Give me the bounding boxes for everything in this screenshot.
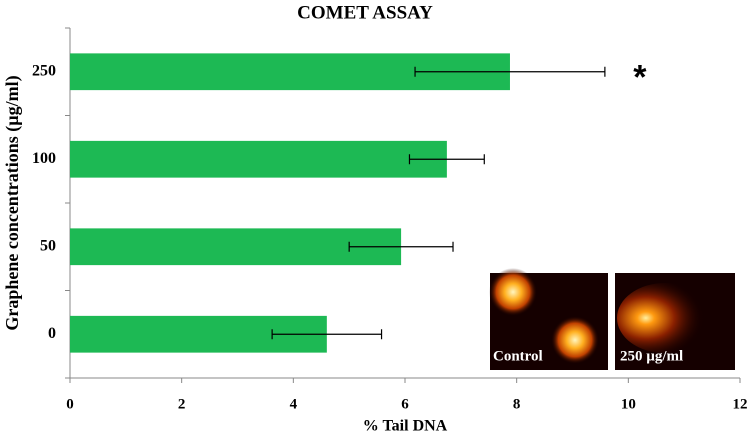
bar [70, 140, 447, 178]
x-tick-label: 8 [513, 396, 521, 412]
annotation: * [633, 59, 647, 97]
y-tick-label: 250 [32, 62, 56, 79]
inset-treated [615, 273, 735, 370]
bar [70, 228, 402, 266]
x-tick-label: 10 [621, 396, 636, 412]
inset-control [489, 268, 608, 370]
inset-label: 250 µg/ml [620, 348, 683, 364]
x-tick-label: 4 [290, 396, 298, 412]
y-axis-label: Graphene concentrations (µg/ml) [2, 75, 23, 330]
y-tick-label: 0 [48, 325, 56, 342]
x-tick-label: 6 [401, 396, 409, 412]
chart-title: COMET ASSAY [297, 2, 433, 23]
error-bar [408, 154, 485, 165]
y-tick-label: 100 [32, 150, 56, 167]
error-bar [348, 241, 454, 252]
x-tick-label: 12 [733, 396, 748, 412]
inset-label: Control [493, 348, 543, 364]
x-tick-label: 2 [178, 396, 186, 412]
y-tick-label: 50 [40, 237, 56, 254]
error-bar [414, 66, 606, 77]
error-bar [271, 329, 383, 340]
x-axis-label: % Tail DNA [363, 418, 448, 435]
x-tick-label: 0 [66, 396, 74, 412]
